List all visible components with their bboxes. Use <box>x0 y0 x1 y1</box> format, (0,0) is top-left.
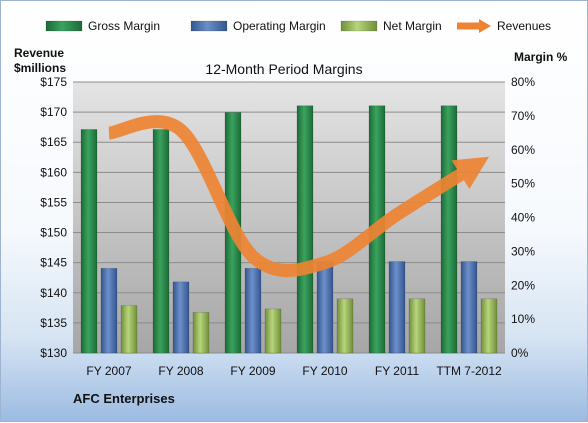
left-tick-label: $135 <box>40 316 67 330</box>
left-tick-label: $165 <box>40 135 67 149</box>
right-tick-label: 70% <box>511 109 535 123</box>
left-tick-label: $170 <box>40 105 67 119</box>
legend-label: Net Margin <box>383 19 442 33</box>
x-tick-label: FY 2009 <box>230 364 275 378</box>
right-tick-label: 20% <box>511 278 535 292</box>
gross-margin-bar <box>152 129 170 354</box>
gridlines <box>73 81 505 354</box>
legend-item-operating-margin: Operating Margin <box>190 19 326 33</box>
legend-item-net-margin: Net Margin <box>340 19 442 33</box>
left-tick-label: $175 <box>40 75 67 89</box>
net-margin-bar <box>480 298 498 354</box>
legend-swatch <box>190 20 228 32</box>
right-axis-ticks: 80% 70% 60% 50% 40% 30% 20% 10% 0% <box>511 75 535 360</box>
legend-label: Revenues <box>497 19 551 33</box>
right-tick-label: 40% <box>511 211 535 225</box>
legend-swatch <box>45 20 83 32</box>
left-tick-label: $150 <box>40 226 67 240</box>
right-tick-label: 60% <box>511 143 535 157</box>
legend-swatch <box>340 20 378 32</box>
legend-item-revenues: Revenues <box>457 19 551 33</box>
left-tick-label: $140 <box>40 286 67 300</box>
gross-margin-bar <box>296 105 314 354</box>
x-tick-label: FY 2008 <box>158 364 203 378</box>
right-tick-label: 80% <box>511 75 535 89</box>
operating-margin-bar <box>172 281 190 354</box>
operating-margin-bar <box>316 261 334 354</box>
x-axis-ticks: FY 2007 FY 2008 FY 2009 FY 2010 FY 2011 TTM 7… <box>86 364 502 378</box>
net-margin-bar <box>120 305 138 354</box>
right-tick-label: 10% <box>511 312 535 326</box>
gross-margin-bar <box>80 129 98 354</box>
net-margin-bar <box>192 312 210 354</box>
right-tick-label: 30% <box>511 244 535 258</box>
legend: Gross Margin Operating Margin Net Margin Re… <box>45 19 551 33</box>
legend-swatch-arrow <box>479 19 491 33</box>
x-tick-label: TTM 7-2012 <box>436 364 502 378</box>
left-tick-label: $130 <box>40 346 67 360</box>
legend-label: Gross Margin <box>88 19 160 33</box>
operating-margin-bar <box>460 261 478 354</box>
right-axis-title: Margin % <box>514 50 568 64</box>
bars-group <box>80 105 498 354</box>
x-tick-label: FY 2007 <box>86 364 131 378</box>
right-tick-label: 50% <box>511 177 535 191</box>
left-axis-title-line1: Revenue <box>14 46 64 60</box>
left-axis-ticks: $175 $170 $165 $160 $155 $150 $145 $140 $135 $130 <box>40 75 67 360</box>
x-tick-label: FY 2011 <box>375 364 420 378</box>
legend-label: Operating Margin <box>233 19 326 33</box>
left-axis-title-line2: $millions <box>14 61 66 75</box>
left-tick-label: $155 <box>40 195 67 209</box>
revenue-line-group <box>107 115 490 278</box>
operating-margin-bar <box>244 268 262 354</box>
legend-item-gross-margin: Gross Margin <box>45 19 160 33</box>
right-tick-label: 0% <box>511 346 529 360</box>
gross-margin-bar <box>440 105 458 354</box>
x-tick-label: FY 2010 <box>302 364 347 378</box>
net-margin-bar <box>408 298 426 354</box>
chart-title: 12-Month Period Margins <box>205 61 362 77</box>
operating-margin-bar <box>100 268 118 354</box>
net-margin-bar <box>264 308 282 354</box>
left-tick-label: $145 <box>40 256 67 270</box>
revenue-line <box>107 115 490 278</box>
company-name: AFC Enterprises <box>73 391 175 406</box>
operating-margin-bar <box>388 261 406 354</box>
net-margin-bar <box>336 298 354 354</box>
left-tick-label: $160 <box>40 165 67 179</box>
